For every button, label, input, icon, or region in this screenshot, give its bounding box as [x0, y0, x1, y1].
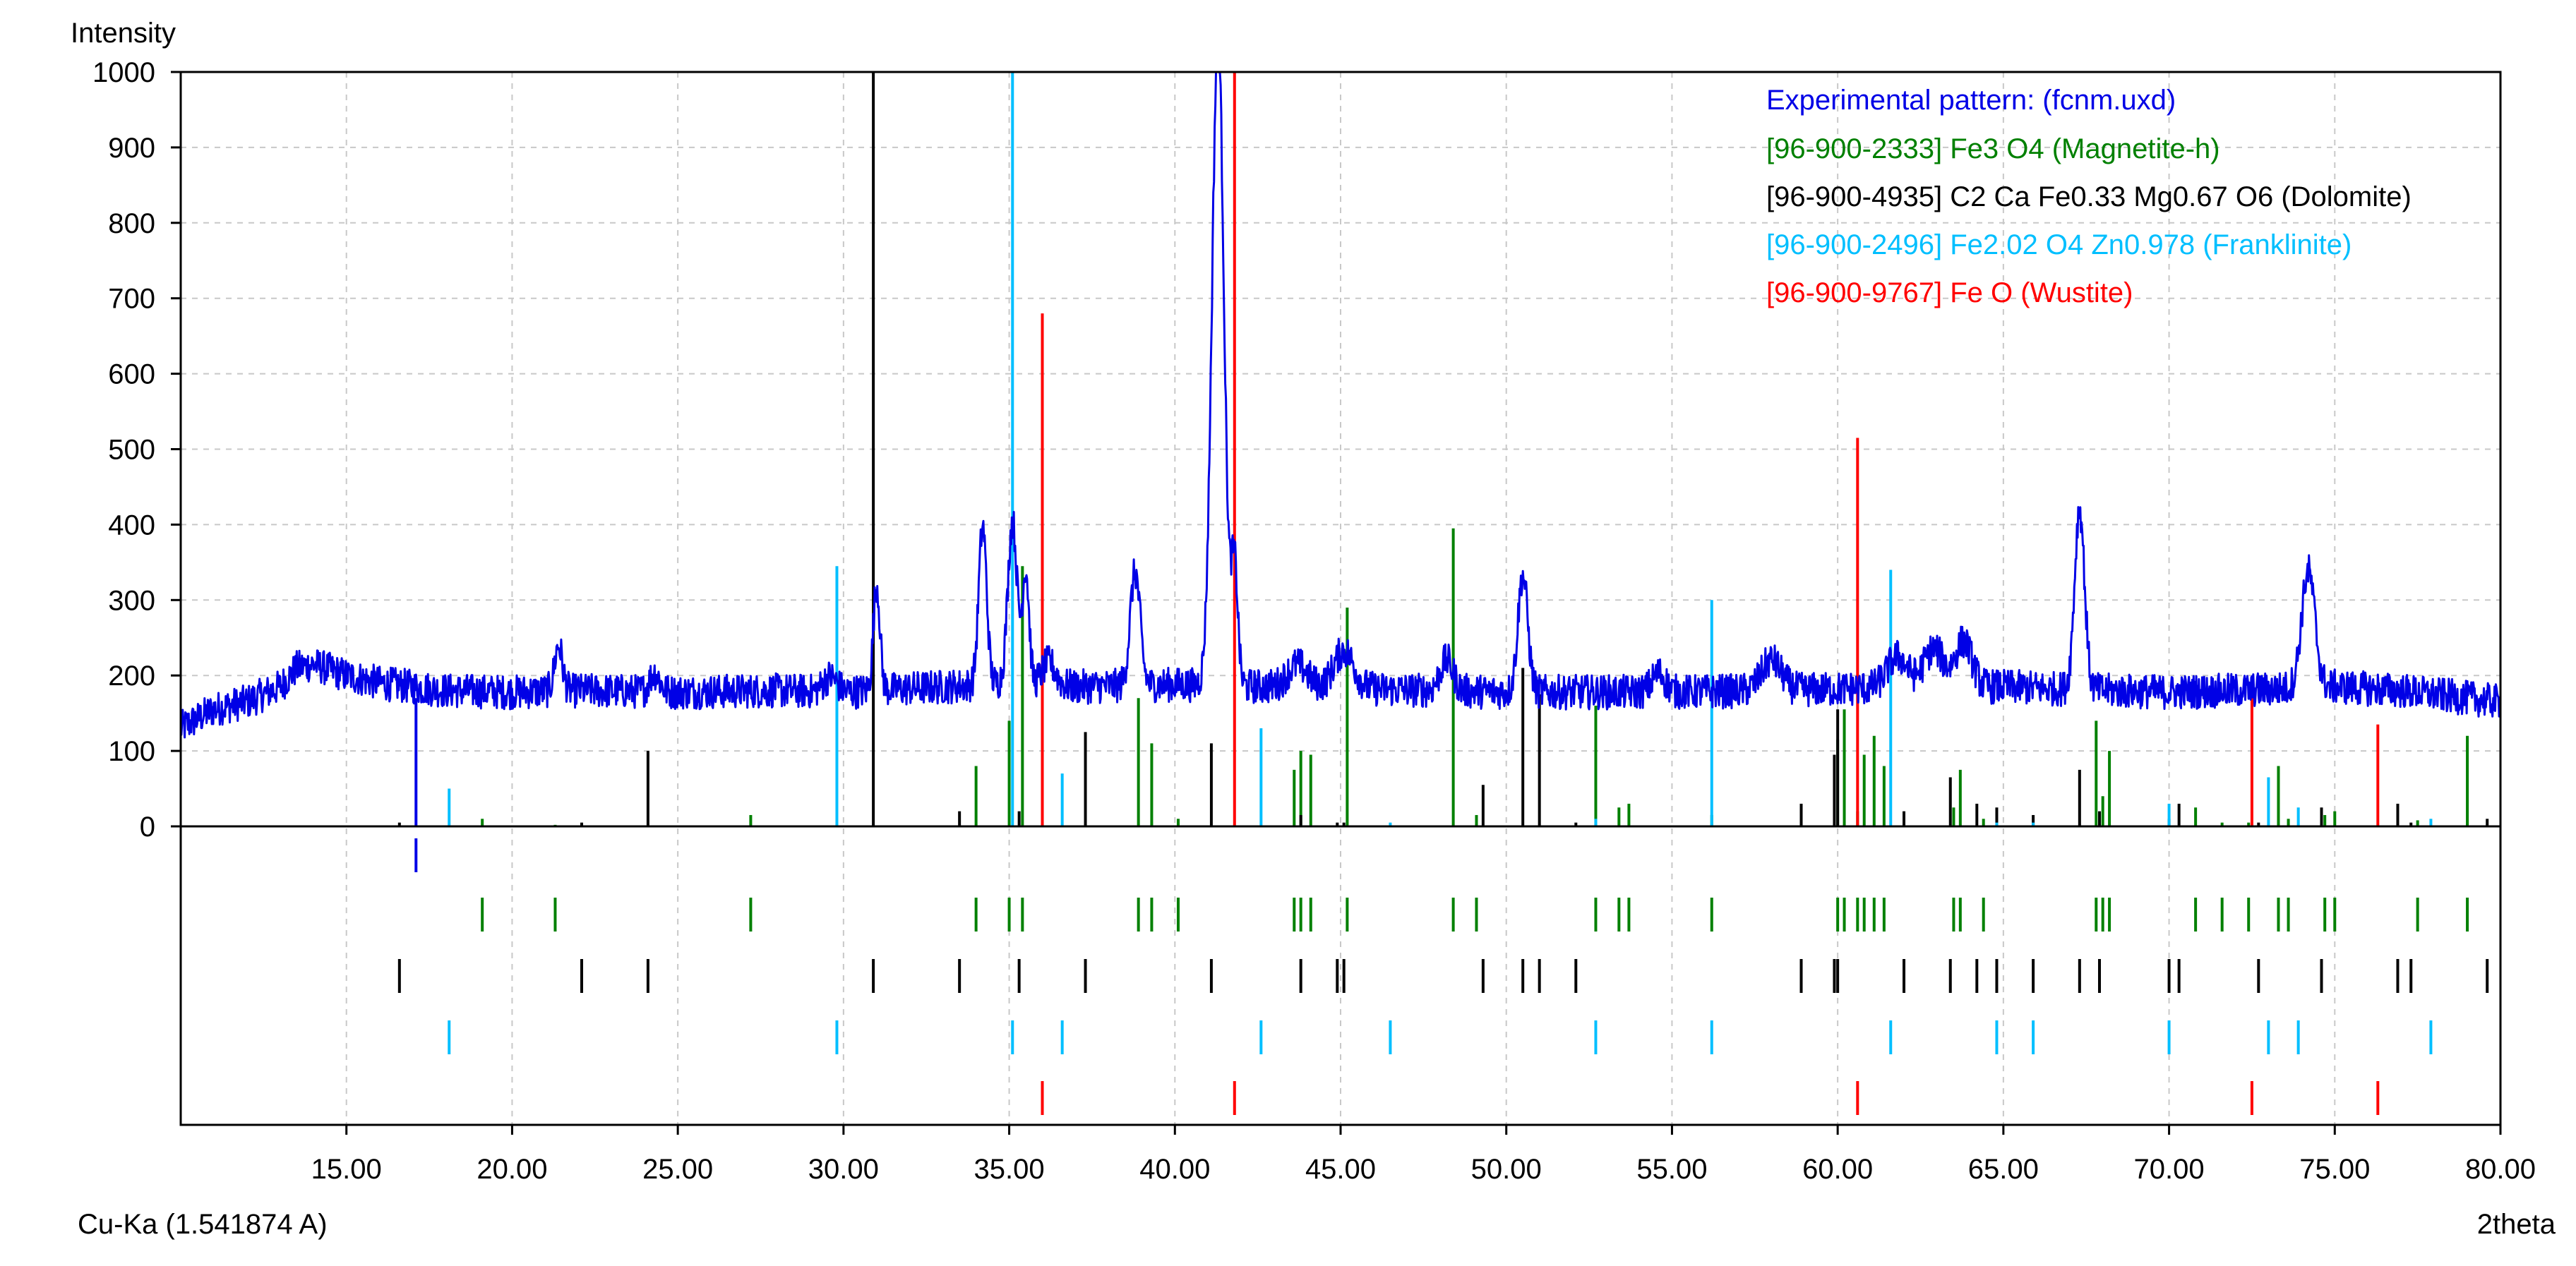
x-tick-label: 15.00	[311, 1154, 382, 1185]
grid-lines	[181, 72, 2500, 1125]
x-axis-label: 2theta	[2477, 1209, 2556, 1240]
y-tick-label: 800	[108, 208, 155, 239]
x-tick-label: 35.00	[974, 1154, 1045, 1185]
legend-magnetite: [96-900-2333] Fe3 O4 (Magnetite-h)	[1766, 133, 2220, 164]
x-tick-labels: 15.00 20.00 25.00 30.00 35.00 40.00 45.00 50.00…	[311, 1154, 2536, 1185]
x-tick-label: 55.00	[1636, 1154, 1707, 1185]
y-tick-label: 700	[108, 284, 155, 315]
axis-tick-marks	[171, 71, 2502, 1135]
y-tick-label: 400	[108, 510, 155, 541]
phase-tick-rows	[397, 838, 2489, 1115]
y-tick-label: 200	[108, 661, 155, 692]
x-tick-label: 25.00	[642, 1154, 713, 1185]
y-axis-label: Intensity	[71, 18, 176, 49]
x-tick-label: 20.00	[477, 1154, 547, 1185]
experimental-pattern	[179, 71, 2502, 739]
legend-franklinite: [96-900-2496] Fe2.02 O4 Zn0.978 (Frankli…	[1766, 229, 2352, 260]
x-tick-label: 30.00	[808, 1154, 879, 1185]
y-tick-label: 600	[108, 359, 155, 390]
y-tick-label: 1000	[92, 57, 155, 88]
legend-experimental: Experimental pattern: (fcnm.uxd)	[1766, 85, 2176, 116]
x-tick-label: 65.00	[1968, 1154, 2039, 1185]
x-tick-label: 70.00	[2134, 1154, 2205, 1185]
y-tick-label: 900	[108, 133, 155, 164]
x-tick-label: 80.00	[2465, 1154, 2536, 1185]
experimental-line	[179, 71, 2502, 739]
x-tick-label: 45.00	[1305, 1154, 1376, 1185]
x-tick-label: 60.00	[1802, 1154, 1873, 1185]
y-tick-label: 500	[108, 435, 155, 466]
x-tick-label: 40.00	[1139, 1154, 1210, 1185]
x-tick-label: 50.00	[1471, 1154, 1542, 1185]
radiation-label: Cu-Ka (1.541874 A)	[78, 1209, 328, 1240]
legend-wustite: [96-900-9767] Fe O (Wustite)	[1766, 277, 2133, 308]
y-tick-labels: 0 100 200 300 400 500 600 700 800 900 1000	[92, 57, 155, 843]
y-tick-label: 100	[108, 736, 155, 767]
legend: Experimental pattern: (fcnm.uxd) [96-900…	[1766, 85, 2412, 308]
y-tick-label: 0	[140, 812, 155, 843]
y-tick-label: 300	[108, 585, 155, 616]
legend-dolomite: [96-900-4935] C2 Ca Fe0.33 Mg0.67 O6 (Do…	[1766, 181, 2412, 212]
x-tick-label: 75.00	[2299, 1154, 2370, 1185]
